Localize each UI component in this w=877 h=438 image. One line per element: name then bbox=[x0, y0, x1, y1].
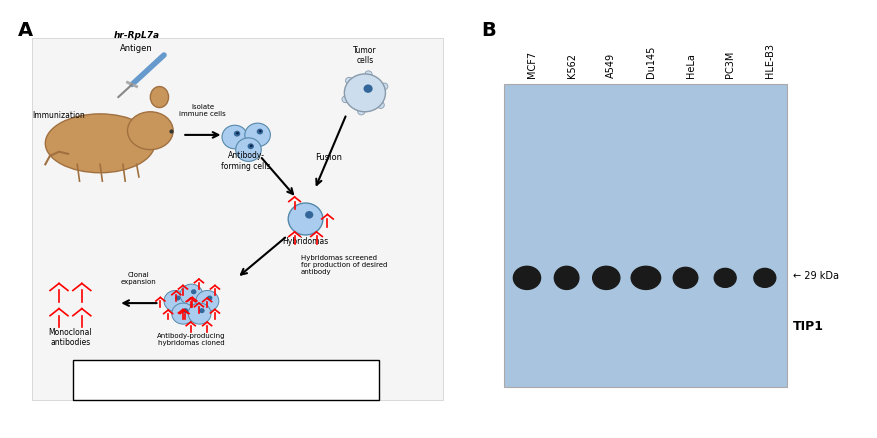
FancyBboxPatch shape bbox=[73, 360, 378, 400]
Ellipse shape bbox=[631, 266, 660, 290]
Text: Du145: Du145 bbox=[645, 46, 655, 78]
Circle shape bbox=[190, 289, 196, 294]
Circle shape bbox=[288, 203, 323, 235]
Circle shape bbox=[188, 303, 210, 324]
Circle shape bbox=[222, 125, 247, 149]
Text: Antigen: Antigen bbox=[120, 44, 153, 53]
Text: A549: A549 bbox=[605, 53, 616, 78]
Text: B: B bbox=[481, 21, 496, 40]
Text: MCF7: MCF7 bbox=[526, 51, 537, 78]
Text: A: A bbox=[18, 21, 33, 40]
Ellipse shape bbox=[150, 87, 168, 108]
Circle shape bbox=[365, 71, 372, 78]
Circle shape bbox=[172, 303, 195, 324]
Circle shape bbox=[236, 132, 239, 134]
Circle shape bbox=[175, 296, 181, 300]
Text: Immunization: Immunization bbox=[32, 111, 85, 120]
Text: Tumor
cells: Tumor cells bbox=[353, 46, 376, 65]
Circle shape bbox=[235, 138, 261, 161]
Circle shape bbox=[380, 83, 388, 90]
Circle shape bbox=[196, 290, 218, 311]
Circle shape bbox=[304, 211, 313, 219]
Text: HLE-B3: HLE-B3 bbox=[764, 43, 774, 78]
Circle shape bbox=[247, 143, 253, 149]
Ellipse shape bbox=[592, 266, 619, 290]
Ellipse shape bbox=[753, 268, 775, 287]
FancyBboxPatch shape bbox=[32, 38, 442, 400]
Ellipse shape bbox=[673, 267, 697, 288]
Text: ← 29 kDa: ← 29 kDa bbox=[792, 271, 838, 281]
Circle shape bbox=[245, 123, 270, 147]
Text: Hybridomas screened
for production of desired
antibody: Hybridomas screened for production of de… bbox=[301, 254, 387, 275]
Circle shape bbox=[182, 308, 188, 313]
Text: Isolate
immune cells: Isolate immune cells bbox=[179, 104, 226, 117]
Circle shape bbox=[376, 102, 384, 108]
Circle shape bbox=[344, 74, 385, 112]
Ellipse shape bbox=[513, 266, 540, 290]
Text: Clonal
expansion: Clonal expansion bbox=[121, 272, 157, 285]
Circle shape bbox=[259, 130, 261, 132]
Circle shape bbox=[357, 108, 365, 115]
Text: HeLa: HeLa bbox=[685, 53, 695, 78]
Circle shape bbox=[346, 78, 353, 84]
Text: PC3M: PC3M bbox=[724, 51, 734, 78]
Text: Production Of Monoclonal Antibodies: Production Of Monoclonal Antibodies bbox=[130, 374, 321, 385]
Ellipse shape bbox=[46, 114, 154, 173]
Circle shape bbox=[180, 284, 203, 305]
Circle shape bbox=[199, 308, 204, 313]
Ellipse shape bbox=[553, 266, 578, 290]
Text: Fusion: Fusion bbox=[315, 153, 341, 162]
Circle shape bbox=[233, 131, 240, 137]
Text: Antibody-producing
hybridomas cloned: Antibody-producing hybridomas cloned bbox=[157, 333, 225, 346]
Circle shape bbox=[164, 290, 187, 311]
Text: TIP1: TIP1 bbox=[792, 320, 824, 333]
Circle shape bbox=[363, 85, 372, 93]
Ellipse shape bbox=[127, 112, 173, 150]
Text: Hybridomas: Hybridomas bbox=[282, 237, 328, 246]
Text: Antibody-
forming cells: Antibody- forming cells bbox=[221, 151, 271, 170]
Circle shape bbox=[256, 129, 263, 134]
Ellipse shape bbox=[713, 268, 735, 287]
Text: K562: K562 bbox=[566, 53, 576, 78]
Circle shape bbox=[250, 145, 253, 147]
Text: Monoclonal
antibodies: Monoclonal antibodies bbox=[48, 328, 92, 347]
Circle shape bbox=[207, 296, 212, 300]
Circle shape bbox=[341, 96, 349, 102]
Text: hr-RpL7a: hr-RpL7a bbox=[113, 31, 160, 40]
Bar bbox=[503, 85, 787, 387]
